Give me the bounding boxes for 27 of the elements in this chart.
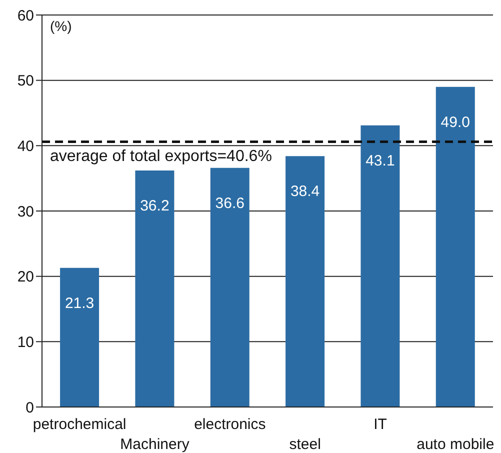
data-label: 49.0 — [440, 114, 470, 131]
y-tick-label: 60 — [17, 7, 34, 24]
y-tick-label: 20 — [17, 268, 34, 286]
data-label: 38.4 — [290, 183, 320, 200]
y-tick-label: 0 — [26, 399, 34, 416]
y-tick-label: 40 — [17, 138, 34, 155]
data-label: 21.3 — [64, 294, 94, 312]
bar — [210, 168, 250, 407]
data-label: 43.1 — [366, 152, 395, 170]
y-tick-label: 50 — [17, 72, 34, 90]
y-axis-title: (%) — [50, 18, 72, 34]
x-tick-label: steel — [289, 436, 321, 453]
x-tick-label: electronics — [194, 416, 266, 433]
x-tick-label: petrochemical — [32, 416, 126, 433]
data-label: 36.2 — [140, 197, 170, 214]
x-tick-label: Machinery — [120, 436, 190, 453]
bar — [436, 86, 475, 407]
data-label: 36.6 — [215, 194, 244, 212]
bar — [135, 170, 174, 407]
bar — [360, 125, 400, 407]
y-tick-label: 10 — [17, 334, 34, 351]
bar — [60, 268, 100, 407]
y-tick-label: 30 — [17, 203, 34, 220]
x-tick-label: IT — [374, 416, 387, 433]
bar — [286, 156, 325, 407]
x-tick-label: auto mobile — [416, 436, 494, 453]
ref-line-label: average of total exports=40.6% — [50, 148, 272, 166]
